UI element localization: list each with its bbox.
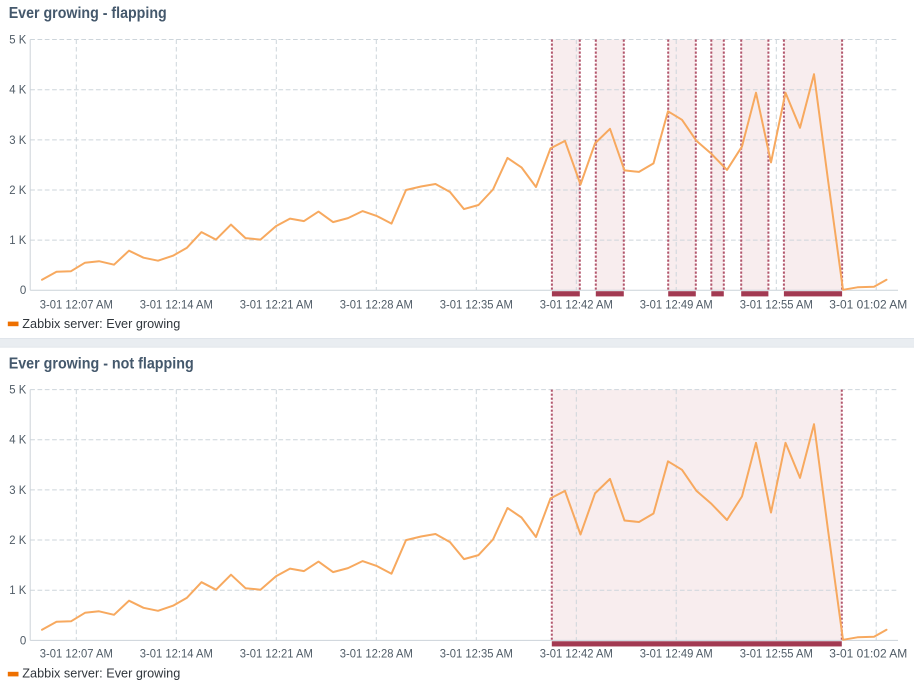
svg-text:1 K: 1 K <box>9 235 26 247</box>
svg-text:1 K: 1 K <box>9 585 26 597</box>
svg-text:3-01 12:55 AM: 3-01 12:55 AM <box>740 297 813 311</box>
svg-text:4 K: 4 K <box>9 85 26 97</box>
svg-text:0: 0 <box>20 635 26 647</box>
svg-text:3-01 12:14 AM: 3-01 12:14 AM <box>140 647 213 661</box>
svg-text:2 K: 2 K <box>9 535 26 547</box>
svg-text:3-01 12:49 AM: 3-01 12:49 AM <box>640 297 713 311</box>
svg-text:Ever growing - flapping: Ever growing - flapping <box>9 5 167 22</box>
svg-text:3-01 12:42 AM: 3-01 12:42 AM <box>540 297 613 311</box>
svg-text:3-01 12:35 AM: 3-01 12:35 AM <box>440 647 513 661</box>
svg-text:3-01 12:49 AM: 3-01 12:49 AM <box>640 647 713 661</box>
svg-text:3-01 12:21 AM: 3-01 12:21 AM <box>240 297 313 311</box>
svg-text:3-01 12:55 AM: 3-01 12:55 AM <box>740 647 813 661</box>
svg-text:Ever growing - not flapping: Ever growing - not flapping <box>9 356 194 373</box>
svg-text:Zabbix server: Ever growing: Zabbix server: Ever growing <box>22 667 180 681</box>
svg-text:3-01 12:07 AM: 3-01 12:07 AM <box>40 647 113 661</box>
svg-text:2 K: 2 K <box>9 185 26 197</box>
svg-text:0: 0 <box>20 285 26 297</box>
svg-text:3-01 01:02 AM: 3-01 01:02 AM <box>829 647 907 661</box>
svg-text:3-01 12:07 AM: 3-01 12:07 AM <box>40 297 113 311</box>
svg-text:3-01 12:42 AM: 3-01 12:42 AM <box>540 647 613 661</box>
svg-text:3 K: 3 K <box>9 135 26 147</box>
svg-text:Zabbix server: Ever growing: Zabbix server: Ever growing <box>22 317 180 331</box>
svg-text:3-01 12:28 AM: 3-01 12:28 AM <box>340 647 413 661</box>
svg-text:4 K: 4 K <box>9 435 26 447</box>
svg-text:3-01 12:21 AM: 3-01 12:21 AM <box>240 647 313 661</box>
svg-text:3 K: 3 K <box>9 485 26 497</box>
svg-text:3-01 12:35 AM: 3-01 12:35 AM <box>440 297 513 311</box>
svg-text:3-01 12:14 AM: 3-01 12:14 AM <box>140 297 213 311</box>
svg-text:5 K: 5 K <box>9 34 26 46</box>
svg-text:3-01 01:02 AM: 3-01 01:02 AM <box>829 297 907 311</box>
svg-text:3-01 12:28 AM: 3-01 12:28 AM <box>340 297 413 311</box>
svg-text:5 K: 5 K <box>9 385 26 397</box>
